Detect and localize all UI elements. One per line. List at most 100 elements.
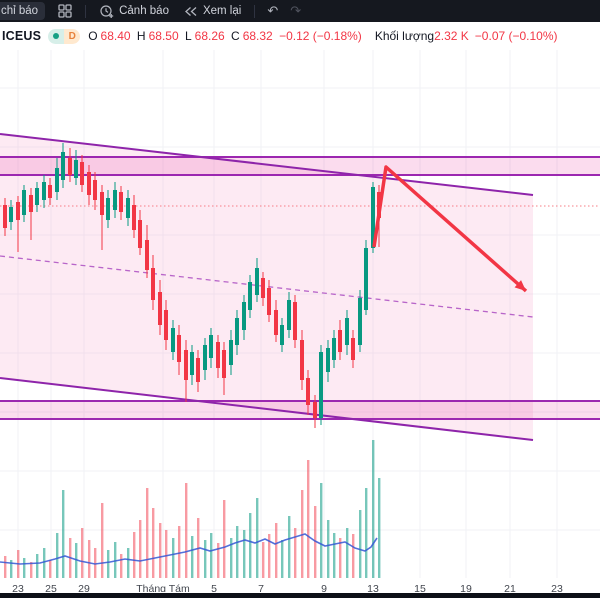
candle [177,325,181,375]
open-label: O [88,29,98,43]
candle-body [158,292,162,325]
volume-bar [339,538,342,578]
replay-button[interactable]: Xem lại [176,2,248,20]
candle-body [255,268,259,295]
time-axis-label: Tháng Tám [136,583,190,592]
volume-bar [178,526,181,578]
candle [184,340,188,402]
candle-body [35,188,39,205]
time-axis[interactable]: 23 25 29 Tháng Tám 5 7 9 13 15 19 21 23 [12,583,563,595]
candle-body [93,180,97,200]
candle [364,240,368,315]
chart-canvas[interactable]: 23 25 29 Tháng Tám 5 7 9 13 15 19 21 23 [0,50,600,595]
open-value: 68.40 [100,29,131,43]
volume-change: −0.07 (−0.10%) [474,29,558,43]
candle-body [261,278,265,298]
candle [113,182,117,218]
candle [196,350,200,392]
volume-bar [107,550,110,578]
ohlc-readout: O 68.40 H 68.50 L 68.26 C 68.32 −0.12 (−0.18… [88,29,365,43]
interval-badge[interactable]: D [48,28,81,44]
candle [222,342,226,395]
low-label: L [184,29,192,43]
candle-body [216,342,220,368]
volume-bar [236,526,239,578]
volume-bar [262,542,265,578]
support-zone-fill [0,401,600,419]
alert-button[interactable]: Cảnh báo [92,2,176,20]
volume-bar [365,488,368,578]
volume-bar [146,488,149,578]
redo-icon[interactable]: ↷ [290,3,302,18]
grid-layout-icon [58,4,72,18]
candle [171,320,175,360]
toolbar-divider [85,4,87,18]
candle [164,300,168,350]
volume-bar [288,516,291,578]
volume-bar [327,520,330,578]
replay-rewind-icon [183,5,198,18]
volume-bar [56,533,59,578]
candle [203,338,207,380]
chart-pane[interactable]: 23 25 29 Tháng Tám 5 7 9 13 15 19 21 23 [0,50,600,595]
volume-bar [127,548,130,578]
volume-bar [275,523,278,578]
volume-bar [378,478,381,578]
volume-bar [10,560,13,578]
time-axis-label: 19 [460,583,472,592]
candle [371,182,375,253]
volume-bar [249,513,252,578]
candle-body [87,172,91,195]
candle [235,310,239,355]
candle-body [68,158,72,175]
candle [209,328,213,368]
market-status-dot-wrap [48,28,65,44]
candle-body [300,340,304,380]
indicators-button[interactable]: chỉ báo [0,2,46,20]
volume-bar [101,503,104,578]
change-value: −0.12 (−0.18%) [279,29,362,43]
candle [280,318,284,352]
candle-body [287,300,291,330]
candle-body [3,205,7,228]
undo-icon[interactable]: ↶ [267,3,279,18]
time-axis-label: 9 [321,583,327,592]
resistance-zone-fill [0,157,600,175]
volume-bar [43,548,46,578]
volume-bar [36,554,39,578]
candle [351,330,355,368]
candle [22,185,26,222]
volume-bar [307,460,310,578]
candle-body [171,328,175,352]
candle-body [74,160,78,178]
candle-body [100,192,104,215]
candle-body [42,182,46,200]
candle [55,158,59,200]
volume-bar [139,520,142,578]
layout-grid-button[interactable] [51,2,79,20]
indicators-button-label: chỉ báo [1,5,39,17]
low-value: 68.26 [194,29,225,43]
candle-body [293,302,297,340]
candle [119,186,123,220]
volume-indicator-label[interactable]: Khối lượng [374,29,435,43]
volume-value: 2.32 K [434,29,469,43]
candle [300,330,304,390]
candle [274,300,278,342]
candle-body [48,185,52,198]
bottom-panel-edge [0,593,600,598]
candle-body [280,325,284,345]
candle [100,185,104,250]
grid [0,50,600,578]
candle [93,172,97,210]
toolbar-divider [254,4,256,18]
candle [74,150,78,185]
volume-bar [301,490,304,578]
ticker-symbol[interactable]: ICEUS [2,29,42,43]
close-value: 68.32 [242,29,273,43]
time-axis-label: 23 [12,583,24,592]
candle [229,330,233,375]
time-axis-label: 15 [414,583,426,592]
candle-body [9,207,13,222]
candle-body [138,220,142,248]
